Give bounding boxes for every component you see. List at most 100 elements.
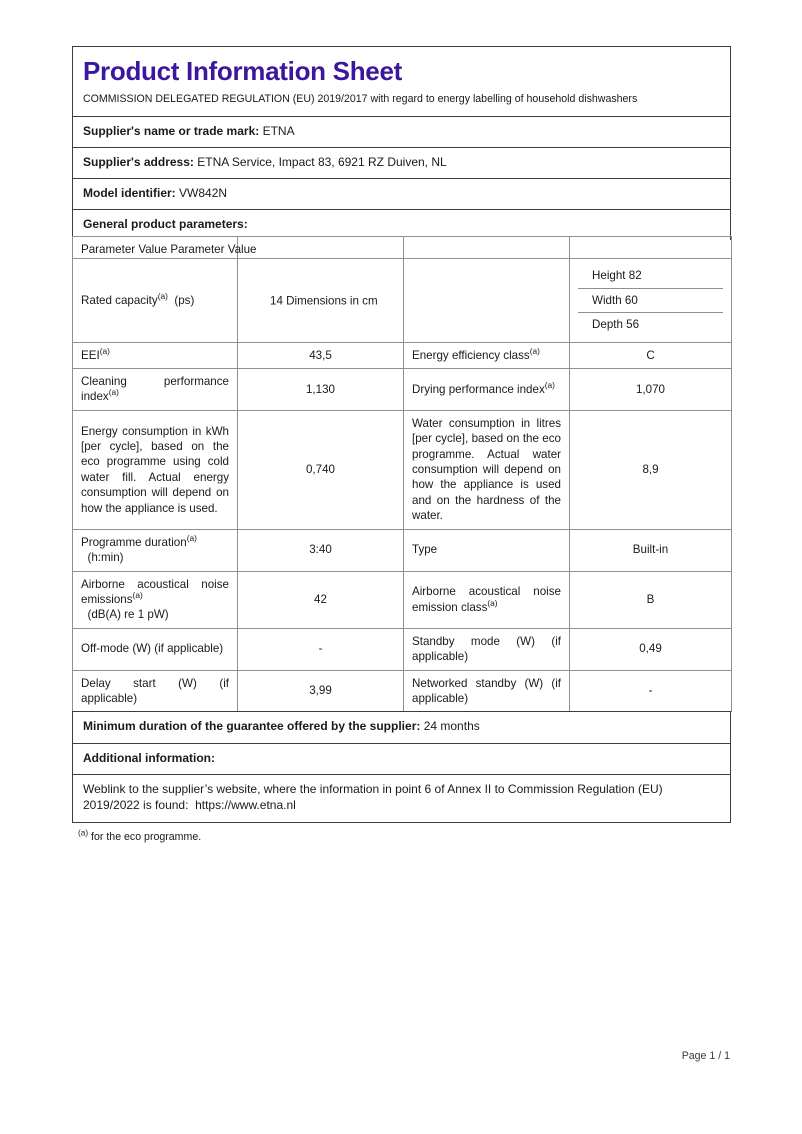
footnote-ref-a: (a) <box>544 379 555 390</box>
dimension-row-depth: Depth 56 <box>578 313 723 337</box>
noise-emissions-label: Airborne acoustical noise emissions(a) (… <box>72 570 238 629</box>
footnote-ref-a: (a) <box>186 532 197 543</box>
page-title: Product Information Sheet <box>83 56 402 86</box>
type-value: Built-in <box>569 528 732 572</box>
general-parameters-row: General product parameters: <box>73 208 730 240</box>
weblink-url[interactable]: https://www.etna.nl <box>195 797 296 812</box>
dimensions-cell: Height 82 Width 60 Depth 56 <box>569 258 732 343</box>
table-row: Off-mode (W) (if applicable) - Standby m… <box>72 627 732 671</box>
weblink-row: Weblink to the supplier’s website, where… <box>73 774 730 822</box>
eei-label-text: EEI <box>81 348 100 362</box>
additional-information-label: Additional information: <box>83 750 215 765</box>
eei-label: EEI(a) <box>72 341 238 370</box>
rated-capacity-label-text: Rated capacity <box>81 293 158 307</box>
table-row: Airborne acoustical noise emissions(a) (… <box>72 570 732 629</box>
weblink-text: Weblink to the supplier’s website, where… <box>83 782 663 812</box>
off-mode-label: Off-mode (W) (if applicable) <box>72 627 238 671</box>
dimension-width-name: Width <box>592 293 622 307</box>
dimension-height: Height 82 <box>578 264 723 289</box>
cleaning-performance-label: Cleaning performance index(a) <box>72 368 238 411</box>
energy-efficiency-class-value: C <box>569 341 732 370</box>
supplier-name-label: Supplier's name or trade mark: <box>83 123 260 138</box>
noise-class-label: Airborne acoustical noise emission class… <box>403 570 570 629</box>
networked-standby-label: Networked standby (W) (if applicable) <box>403 669 570 713</box>
supplier-address-row: Supplier's address: ETNA Service, Impact… <box>73 146 730 178</box>
standby-mode-value: 0,49 <box>569 627 732 671</box>
table-header-cell-4 <box>569 235 732 260</box>
table-header-text: Parameter Value Parameter Value <box>81 243 257 256</box>
water-consumption-value: 8,9 <box>569 409 732 530</box>
type-label: Type <box>403 528 570 572</box>
regulation-subtitle: COMMISSION DELEGATED REGULATION (EU) 201… <box>83 92 638 105</box>
programme-duration-label-text: Programme duration <box>81 535 187 549</box>
dimension-height-value: 82 <box>628 269 642 283</box>
off-mode-value: - <box>237 627 404 671</box>
additional-information-row: Additional information: <box>73 742 730 775</box>
footnote-marker: (a) <box>78 828 89 838</box>
standby-mode-label: Standby mode (W) (if applicable) <box>403 627 570 671</box>
footnote-ref-a: (a) <box>99 345 110 356</box>
dimensions-table: Height 82 Width 60 Depth 56 <box>578 264 723 336</box>
dimension-depth-name: Depth <box>592 318 623 332</box>
rated-capacity-value: 14 Dimensions in cm <box>270 293 378 307</box>
guarantee-value: 24 months <box>423 719 480 733</box>
energy-consumption-label: Energy consumption in kWh [per cycle], b… <box>72 409 238 530</box>
programme-duration-unit: (h:min) <box>87 551 124 565</box>
rated-capacity-label: Rated capacity(a) (ps) <box>72 258 238 343</box>
table-row: Energy consumption in kWh [per cycle], b… <box>72 409 732 530</box>
noise-class-value: B <box>569 570 732 629</box>
energy-efficiency-class-label-text: Energy efficiency class <box>412 348 530 362</box>
model-identifier-label: Model identifier: <box>83 185 176 200</box>
programme-duration-value: 3:40 <box>237 528 404 572</box>
footnote: (a) for the eco programme. <box>78 828 678 845</box>
noise-emissions-value: 42 <box>237 570 404 629</box>
table-row: EEI(a) 43,5 Energy efficiency class(a) C <box>72 341 732 370</box>
water-consumption-label: Water consumption in litres [per cycle],… <box>403 409 570 530</box>
dimension-depth: Depth 56 <box>578 313 723 337</box>
networked-standby-value: - <box>569 669 732 713</box>
table-header-cell: Parameter Value Parameter Value <box>72 235 257 260</box>
footnote-ref-a: (a) <box>108 387 119 398</box>
noise-emissions-unit: (dB(A) re 1 pW) <box>87 608 169 622</box>
guarantee-row: Minimum duration of the guarantee offere… <box>73 711 730 743</box>
footnote-ref-a: (a) <box>529 345 540 356</box>
cleaning-performance-value: 1,130 <box>237 368 404 411</box>
table-row: Rated capacity(a) (ps) 14 Dimensions in … <box>72 258 732 343</box>
document-header-block: Product Information Sheet COMMISSION DEL… <box>72 46 731 240</box>
product-parameters-table: Parameter Value Parameter Value Rated ca… <box>72 235 732 713</box>
dimension-width-value: 60 <box>624 293 638 307</box>
footnote-text: for the eco programme. <box>91 831 202 843</box>
supplier-name-value: ETNA <box>262 123 295 138</box>
general-parameters-label: General product parameters: <box>83 216 248 231</box>
supplier-address-value: ETNA Service, Impact 83, 6921 RZ Duiven,… <box>197 154 447 169</box>
noise-emissions-label-text: Airborne acoustical noise emissions <box>81 577 229 606</box>
dimension-width: Width 60 <box>578 288 723 314</box>
cleaning-performance-label-text: Cleaning performance index <box>81 375 229 404</box>
delay-start-value: 3,99 <box>237 669 404 713</box>
table-row: Delay start (W) (if applicable) 3,99 Net… <box>72 669 732 713</box>
drying-performance-label: Drying performance index(a) <box>403 368 570 411</box>
dimension-depth-value: 56 <box>626 318 640 332</box>
guarantee-label: Minimum duration of the guarantee offere… <box>83 719 421 733</box>
drying-performance-value: 1,070 <box>569 368 732 411</box>
noise-class-label-text: Airborne acoustical noise emission class <box>412 585 561 614</box>
energy-efficiency-class-label: Energy efficiency class(a) <box>403 341 570 370</box>
model-identifier-row: Model identifier: VW842N <box>73 177 730 209</box>
model-identifier-value: VW842N <box>179 185 228 200</box>
dimension-row-width: Width 60 <box>578 288 723 314</box>
footnote-ref-a: (a) <box>132 590 143 601</box>
dimension-row-height: Height 82 <box>578 264 723 289</box>
table-header-row: Parameter Value Parameter Value <box>72 235 732 260</box>
table-header-cell-2 <box>237 235 404 260</box>
table-row: Programme duration(a) (h:min) 3:40 Type … <box>72 528 732 572</box>
energy-consumption-value: 0,740 <box>237 409 404 530</box>
dimension-height-name: Height <box>592 269 626 283</box>
rated-capacity-unit: (ps) <box>174 293 195 307</box>
table-header-cell-3 <box>403 235 570 260</box>
rated-capacity-value-cell: 14 Dimensions in cm <box>237 258 404 343</box>
supplier-name-row: Supplier's name or trade mark: ETNA <box>73 115 730 147</box>
delay-start-label: Delay start (W) (if applicable) <box>72 669 238 713</box>
eei-value: 43,5 <box>237 341 404 370</box>
page-number: Page 1 / 1 <box>681 1050 730 1062</box>
supplier-address-label: Supplier's address: <box>83 154 194 169</box>
